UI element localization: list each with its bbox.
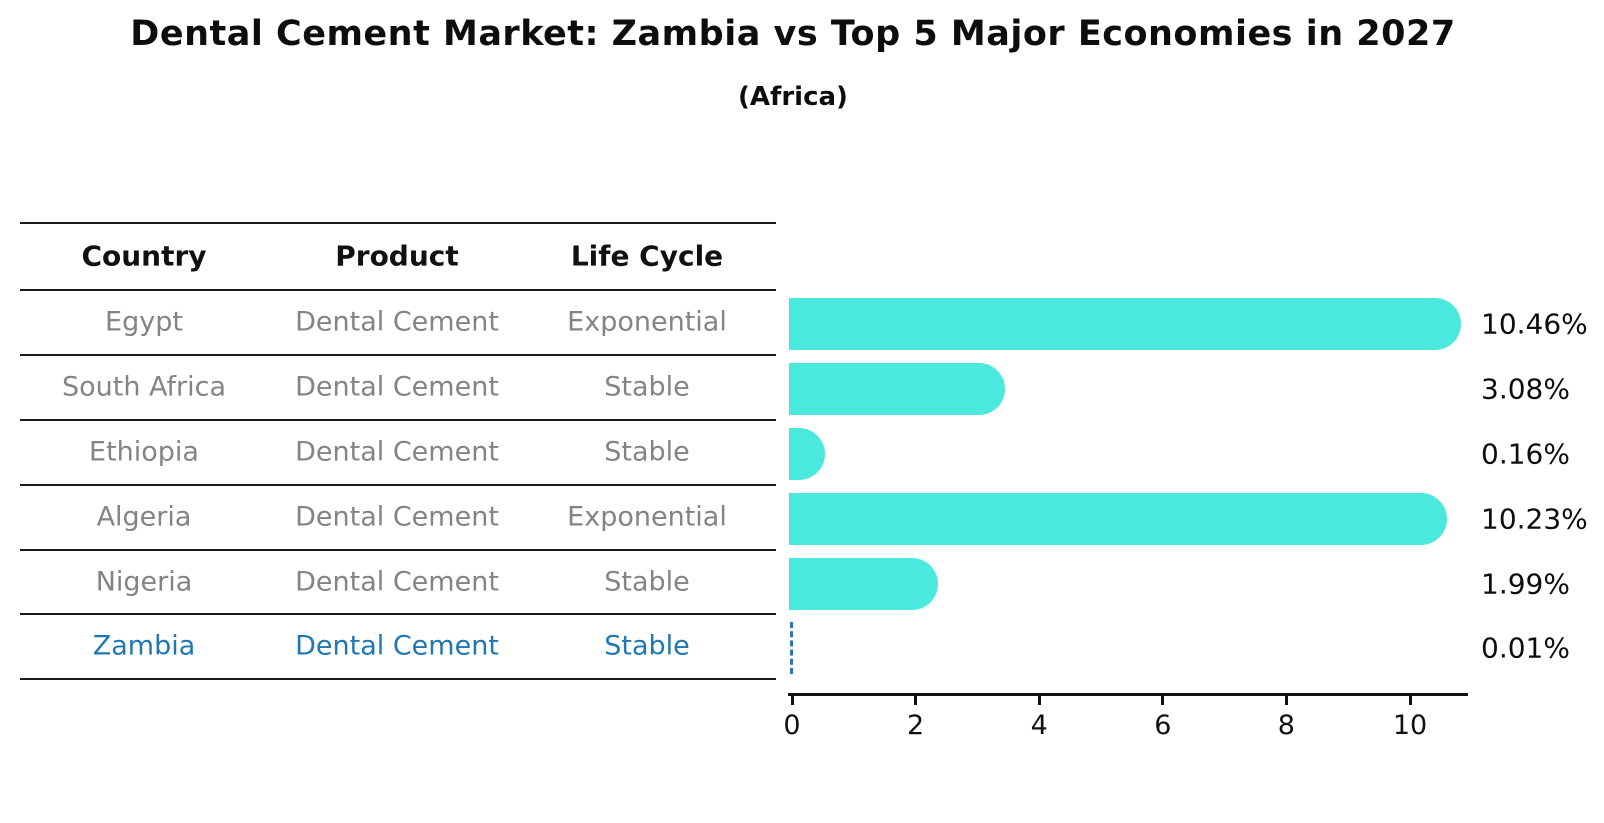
cell-life-cycle-egypt: Exponential [567, 306, 727, 337]
cell-life-cycle-south-africa: Stable [604, 371, 690, 402]
cell-product-zambia: Dental Cement [295, 630, 499, 661]
x-axis-tick [1037, 695, 1041, 705]
bar-algeria [789, 492, 1448, 545]
table-rule-line [20, 354, 776, 356]
column-header-country: Country [81, 239, 207, 273]
bar-nigeria [789, 557, 938, 610]
x-axis-tick [914, 695, 918, 705]
cell-product-ethiopia: Dental Cement [295, 436, 499, 467]
x-axis-tick [1161, 695, 1165, 705]
x-tick-label-4: 4 [1030, 710, 1048, 741]
cell-product-nigeria: Dental Cement [295, 566, 499, 597]
column-header-product: Product [335, 239, 459, 273]
x-tick-label-0: 0 [783, 710, 801, 741]
cell-life-cycle-nigeria: Stable [604, 566, 690, 597]
cell-country-algeria: Algeria [96, 501, 192, 532]
cell-life-cycle-ethiopia: Stable [604, 436, 690, 467]
cell-country-ethiopia: Ethiopia [89, 436, 199, 467]
bar-ethiopia [789, 427, 825, 480]
value-label-ethiopia: 0.16% [1481, 437, 1570, 470]
cell-life-cycle-algeria: Exponential [567, 501, 727, 532]
cell-country-zambia: Zambia [92, 630, 196, 661]
cell-country-egypt: Egypt [105, 306, 183, 337]
cell-life-cycle-zambia: Stable [604, 630, 690, 661]
chart-subtitle: (Africa) [738, 82, 848, 112]
table-rule-line [20, 484, 776, 486]
x-axis-tick [1408, 695, 1412, 705]
value-label-nigeria: 1.99% [1481, 567, 1570, 600]
x-axis-line [788, 693, 1468, 696]
x-axis-tick [1284, 695, 1288, 705]
cell-country-south-africa: South Africa [61, 371, 227, 402]
cell-country-nigeria: Nigeria [95, 566, 193, 597]
table-rule-line [20, 222, 776, 224]
table-rule-line [20, 549, 776, 551]
x-tick-label-8: 8 [1277, 710, 1295, 741]
table-rule-line [20, 613, 776, 615]
value-label-south-africa: 3.08% [1481, 372, 1570, 405]
x-axis-tick [790, 695, 794, 705]
table-rule-line [20, 419, 776, 421]
value-label-zambia: 0.01% [1481, 631, 1570, 664]
x-tick-label-10: 10 [1392, 710, 1428, 741]
value-label-algeria: 10.23% [1481, 502, 1588, 535]
value-label-egypt: 10.46% [1481, 307, 1588, 340]
bar-zambia-dashed [790, 621, 793, 674]
cell-product-egypt: Dental Cement [295, 306, 499, 337]
x-tick-label-6: 6 [1154, 710, 1172, 741]
bar-south-africa [789, 362, 1006, 415]
table-rule-line [20, 289, 776, 291]
cell-product-south-africa: Dental Cement [295, 371, 499, 402]
table-rule-line [20, 678, 776, 680]
x-tick-label-2: 2 [907, 710, 925, 741]
chart-title: Dental Cement Market: Zambia vs Top 5 Ma… [130, 14, 1456, 54]
cell-product-algeria: Dental Cement [295, 501, 499, 532]
column-header-life-cycle: Life Cycle [570, 239, 724, 273]
bar-egypt [789, 297, 1462, 350]
